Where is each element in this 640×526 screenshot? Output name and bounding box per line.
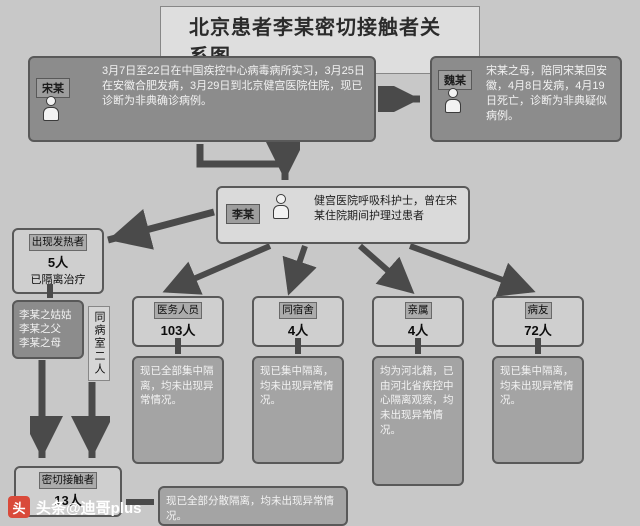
node-song: 3月7日至22日在中国疾控中心病毒病所实习，3月25日在安徽合肥发病，3月29日… (28, 56, 376, 142)
col3-head: 病友 (525, 302, 552, 319)
watermark-icon: 头 (8, 496, 30, 518)
watermark-text: 头条@迪哥plus (36, 497, 141, 518)
arrow-icon (408, 336, 428, 358)
diagram-root: 北京患者李某密切接触者关系图 3月7日至22日在中国疾控中心病毒病所实习，3月2… (0, 0, 640, 524)
node-cc-title: 密切接触者 (39, 472, 98, 489)
desc-col-0: 现已全部集中隔离，均未出现异常情况。 (132, 356, 224, 464)
col2-head: 亲属 (405, 302, 432, 319)
arrow-icon (130, 244, 630, 300)
arrow-icon (168, 336, 188, 358)
tag-li: 李某 (226, 204, 260, 224)
desc-col-1: 现已集中隔离，均未出现异常情况。 (252, 356, 344, 464)
arrow-icon (528, 336, 548, 358)
node-wei-text: 宋某之母，陪同宋某回安徽，4月8日发病，4月19日死亡，诊断为非典疑似病例。 (486, 65, 607, 122)
col0-head: 医务人员 (154, 302, 202, 319)
arrow-icon (30, 358, 110, 468)
watermark: 头 头条@迪哥plus (8, 496, 141, 518)
arrow-icon (100, 200, 220, 250)
arrow-icon (288, 336, 308, 358)
arrow-icon (378, 86, 428, 112)
desc-col-3: 现已集中隔离，均未出现异常情况。 (492, 356, 584, 464)
tag-song: 宋某 (36, 78, 70, 98)
desc-col-2: 均为河北籍，已由河北省疾控中心隔离观察，均未出现异常情况。 (372, 356, 464, 486)
arrow-icon (40, 282, 60, 302)
node-song-text: 3月7日至22日在中国疾控中心病毒病所实习，3月25日在安徽合肥发病，3月29日… (102, 65, 365, 107)
bottom-desc: 现已全部分散隔离，均未出现异常情况。 (158, 486, 348, 526)
person-icon (270, 194, 292, 226)
col1-head: 同宿舍 (279, 302, 317, 319)
tag-wei: 魏某 (438, 70, 472, 90)
arrow-icon (190, 142, 300, 188)
node-names: 李某之姑姑 李某之父 李某之母 (12, 300, 84, 359)
node-fever-title: 出现发热者 (29, 234, 88, 251)
person-icon (442, 88, 464, 120)
node-li-text: 健宫医院呼吸科护士，曾在宋某住院期间护理过患者 (314, 195, 457, 222)
person-icon (40, 96, 62, 128)
node-fever-count: 5人 (20, 254, 96, 272)
